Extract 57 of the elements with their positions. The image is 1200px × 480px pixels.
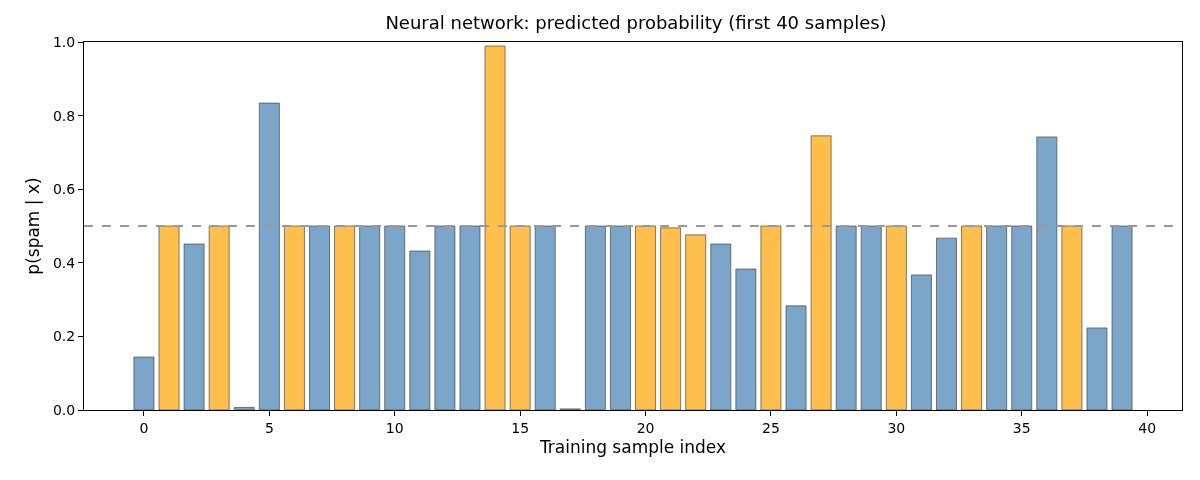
bar (309, 225, 330, 410)
bar (509, 225, 531, 410)
bar (384, 225, 406, 410)
bar (860, 225, 882, 410)
bar (936, 237, 957, 410)
bar (810, 135, 832, 410)
y-tick-label: 0.4 (52, 254, 76, 271)
bar (635, 225, 656, 410)
bar (886, 225, 907, 410)
bar (835, 225, 857, 410)
x-tick-label: 35 (1012, 419, 1031, 436)
bar (359, 225, 380, 410)
x-tick-label: 15 (511, 419, 530, 436)
bar (1011, 225, 1033, 410)
bar (610, 225, 631, 410)
chart-title: Neural network: predicted probability (first 40 samples) (385, 12, 887, 34)
x-tick-label: 30 (887, 419, 906, 436)
bar (484, 45, 506, 410)
bar (1061, 225, 1083, 410)
bar (1086, 327, 1108, 410)
bar (158, 225, 180, 410)
bar (183, 243, 205, 410)
bar (534, 225, 556, 410)
y-axis-title: p(spam | x) (23, 177, 44, 275)
bar (961, 225, 982, 410)
bar (1111, 225, 1133, 410)
x-axis-title: Training sample index (538, 437, 727, 458)
bar (409, 250, 431, 410)
x-tick-label: 20 (636, 419, 655, 436)
bar (459, 225, 481, 410)
bar (1036, 136, 1058, 410)
x-tick-label: 25 (762, 419, 780, 436)
bar (585, 225, 606, 410)
bar (208, 225, 230, 410)
y-tick-label: 0.0 (52, 401, 76, 418)
bar (986, 225, 1007, 410)
x-tick-label: 0 (139, 419, 149, 436)
x-tick-label: 10 (385, 419, 404, 436)
bar (911, 274, 932, 410)
y-tick-label: 0.6 (52, 181, 76, 198)
bar (685, 234, 707, 410)
y-tick-label: 0.2 (52, 328, 76, 345)
y-tick-label: 1.0 (52, 33, 76, 50)
bar (334, 225, 355, 410)
bar (133, 356, 155, 410)
x-tick-label: 40 (1138, 419, 1157, 436)
bar (710, 243, 732, 410)
x-tick-label: 5 (264, 419, 274, 436)
bar (259, 102, 280, 410)
bar (735, 268, 757, 410)
bar (434, 225, 456, 410)
bar (785, 305, 807, 410)
bar (284, 225, 305, 410)
y-tick-label: 0.8 (52, 107, 76, 124)
bar (233, 407, 255, 410)
bar (760, 225, 782, 410)
bar (660, 227, 681, 410)
